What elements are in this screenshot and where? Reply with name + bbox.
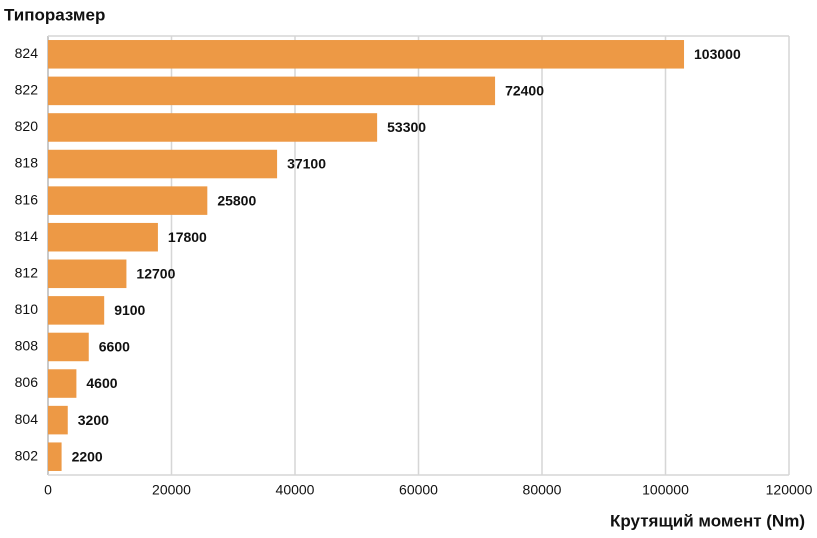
value-label: 103000 — [694, 46, 741, 62]
x-tick-label: 0 — [44, 482, 52, 498]
y-tick-label: 806 — [15, 374, 39, 390]
value-label: 4600 — [86, 375, 117, 391]
bar — [48, 40, 685, 69]
bar — [48, 222, 158, 252]
value-label: 25800 — [217, 192, 256, 208]
y-tick-label: 822 — [15, 82, 39, 98]
y-tick-label: 808 — [15, 338, 39, 354]
bar — [48, 149, 278, 179]
bar — [48, 369, 77, 398]
y-tick-label: 812 — [15, 264, 39, 280]
y-tick-label: 824 — [15, 45, 39, 61]
bar — [48, 296, 105, 325]
x-tick-label: 120000 — [766, 482, 813, 498]
value-label: 37100 — [287, 156, 326, 172]
value-label: 53300 — [387, 119, 426, 135]
bar — [48, 76, 496, 106]
y-tick-label: 802 — [15, 447, 39, 463]
bar — [48, 259, 127, 289]
x-tick-label: 60000 — [399, 482, 438, 498]
chart-title: Типоразмер — [4, 5, 105, 24]
bar — [48, 113, 378, 142]
x-axis-label: Крутящий момент (Nm) — [610, 511, 805, 530]
bar — [48, 405, 68, 435]
value-label: 3200 — [78, 412, 109, 428]
y-tick-label: 818 — [15, 155, 39, 171]
y-tick-label: 804 — [15, 411, 39, 427]
y-tick-label: 816 — [15, 191, 39, 207]
y-tick-label: 814 — [15, 228, 39, 244]
x-tick-label: 100000 — [642, 482, 689, 498]
value-label: 12700 — [136, 265, 175, 281]
x-tick-label: 80000 — [523, 482, 562, 498]
value-label: 2200 — [72, 448, 103, 464]
value-label: 17800 — [168, 229, 207, 245]
x-tick-label: 20000 — [152, 482, 191, 498]
y-tick-label: 820 — [15, 118, 39, 134]
value-label: 9100 — [114, 302, 145, 318]
value-label: 6600 — [99, 339, 130, 355]
y-tick-label: 810 — [15, 301, 39, 317]
bar — [48, 186, 208, 215]
bar — [48, 332, 89, 362]
value-label: 72400 — [505, 83, 544, 99]
x-tick-label: 40000 — [276, 482, 315, 498]
bar — [48, 442, 62, 471]
